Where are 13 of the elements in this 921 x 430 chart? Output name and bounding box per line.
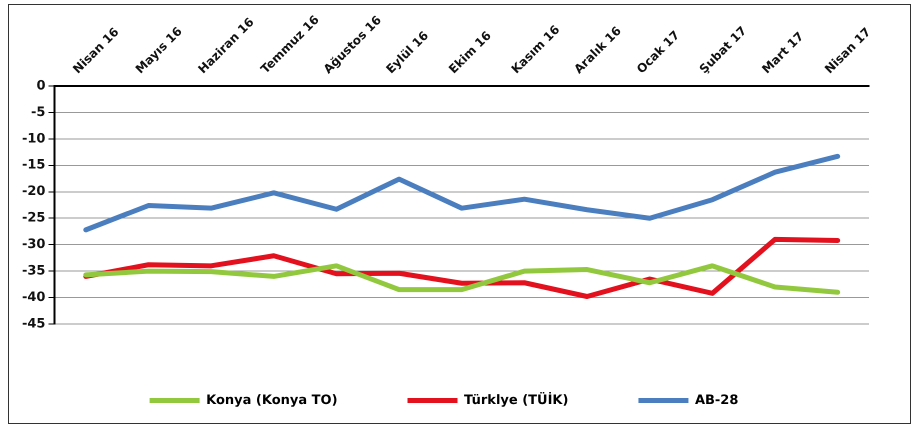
y-tick-label: -5 bbox=[31, 104, 46, 120]
legend-label: Konya (Konya TO) bbox=[206, 392, 338, 408]
y-tick-label: -25 bbox=[22, 210, 46, 226]
y-tick-label: -35 bbox=[22, 263, 46, 278]
y-tick-label: -15 bbox=[22, 158, 46, 173]
y-tick-label: -45 bbox=[22, 316, 46, 332]
legend-label: Türklye (TÜİK) bbox=[464, 390, 568, 408]
y-tick-label: -20 bbox=[22, 184, 46, 200]
y-tick-label: -40 bbox=[22, 290, 46, 305]
y-tick-label: -10 bbox=[22, 131, 46, 146]
y-tick-label: -30 bbox=[22, 237, 46, 252]
legend-label: AB-28 bbox=[694, 392, 738, 408]
y-tick-label: 0 bbox=[36, 78, 46, 94]
